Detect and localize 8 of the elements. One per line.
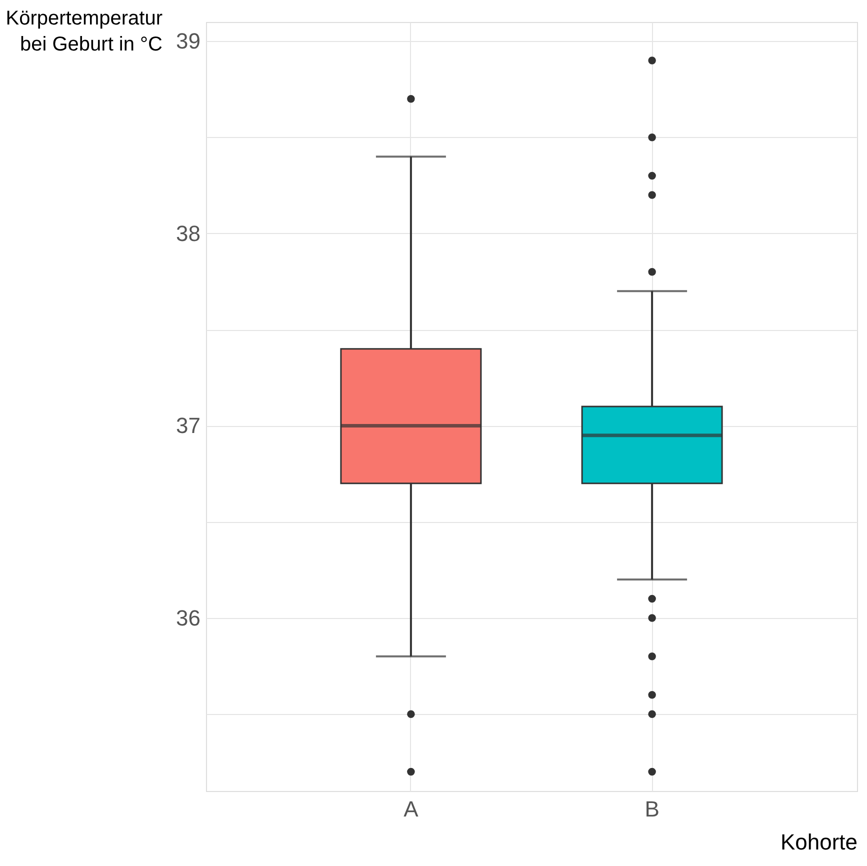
y-tick-label: 36 (176, 605, 200, 630)
y-axis-title: Körpertemperatur bei Geburt in °C (6, 8, 163, 56)
x-axis-title: Kohorte (780, 830, 858, 854)
x-tick-label: A (404, 796, 419, 822)
x-tick-label: B (644, 796, 660, 822)
y-tick-label: 37 (176, 413, 200, 438)
y-tick-label: 39 (176, 28, 200, 54)
y-tick-label: 38 (176, 220, 200, 246)
